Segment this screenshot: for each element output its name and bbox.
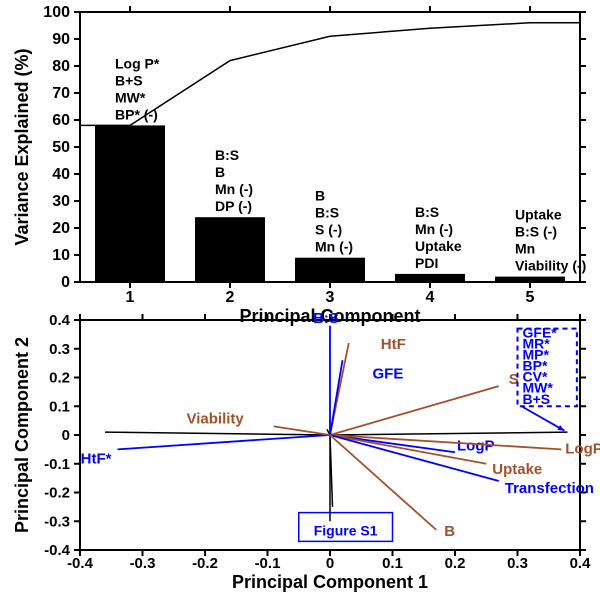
loading-label: Uptake <box>492 461 542 478</box>
figure-container: { "canvas": { "width": 600, "height": 59… <box>0 0 600 593</box>
bottom-xtick-label: -0.3 <box>130 555 156 572</box>
loading-label: LogP* <box>565 440 600 457</box>
top-ytick-label: 10 <box>52 247 70 264</box>
loading-stub <box>330 432 568 435</box>
loading-annotation: Uptake <box>515 207 562 223</box>
bottom-ytick-label: 0.2 <box>49 370 70 387</box>
top-xtick-label: 2 <box>226 289 235 306</box>
loading-annotation: DP (-) <box>215 198 252 214</box>
cluster-arrow <box>522 406 565 430</box>
loading-vector <box>118 435 331 449</box>
cluster-item: B+S <box>523 391 551 407</box>
bottom-ytick-label: 0.4 <box>49 312 71 329</box>
bottom-x-label: Principal Component 1 <box>232 572 428 592</box>
loading-label: B:S <box>313 310 339 327</box>
bottom-ytick-label: -0.3 <box>44 513 70 530</box>
top-ytick-label: 90 <box>52 31 70 48</box>
loading-annotation: Mn (-) <box>315 239 353 255</box>
top-ytick-label: 20 <box>52 220 70 237</box>
variance-bar <box>95 125 165 282</box>
top-ytick-label: 80 <box>52 58 70 75</box>
variance-bar <box>295 258 365 282</box>
loading-label: Transfection <box>505 480 594 497</box>
top-ytick-label: 60 <box>52 112 70 129</box>
bottom-xtick-label: 0.4 <box>570 555 592 572</box>
top-xtick-label: 1 <box>126 289 135 306</box>
loading-annotation: Log P* <box>115 55 160 71</box>
loading-annotation: Viability (-) <box>515 258 586 274</box>
loading-label: HtF* <box>81 450 112 467</box>
loading-annotation: B:S <box>415 204 439 220</box>
variance-bar <box>395 274 465 282</box>
bottom-ytick-label: 0 <box>62 427 70 444</box>
top-ytick-label: 30 <box>52 193 70 210</box>
loading-annotation: B <box>315 188 325 204</box>
variance-bar <box>195 217 265 282</box>
top-ytick-label: 50 <box>52 139 70 156</box>
loading-annotation: PDI <box>415 255 438 271</box>
loading-label: B <box>444 523 455 540</box>
top-xtick-label: 4 <box>426 289 435 306</box>
loading-annotation: B:S <box>315 205 339 221</box>
bottom-ytick-label: -0.1 <box>44 456 70 473</box>
loading-label: Viability <box>187 410 245 427</box>
bottom-ytick-label: 0.3 <box>49 341 70 358</box>
top-ytick-label: 0 <box>61 274 70 291</box>
loading-annotation: Mn <box>515 241 535 257</box>
bottom-xtick-label: -0.4 <box>67 555 94 572</box>
loading-annotation: Mn (-) <box>415 221 453 237</box>
bottom-ytick-label: -0.4 <box>44 542 71 559</box>
loading-annotation: MW* <box>115 89 146 105</box>
loading-annotation: Mn (-) <box>215 181 253 197</box>
loading-annotation: B:S (-) <box>515 224 557 240</box>
loading-annotation: B:S <box>215 147 239 163</box>
variance-bar <box>495 277 565 282</box>
bottom-xtick-label: 0.2 <box>445 555 466 572</box>
top-ytick-label: 70 <box>52 85 70 102</box>
top-ytick-label: 100 <box>43 4 70 21</box>
loading-label: HtF <box>381 336 406 353</box>
bottom-xtick-label: 0.1 <box>382 555 403 572</box>
loading-annotation: Uptake <box>415 238 462 254</box>
bottom-ytick-label: -0.2 <box>44 485 70 502</box>
loading-annotation: S (-) <box>315 222 342 238</box>
loading-stub <box>105 432 330 435</box>
top-xtick-label: 3 <box>326 289 335 306</box>
bottom-xtick-label: -0.2 <box>192 555 218 572</box>
loading-vector <box>330 386 499 435</box>
top-y-label: Variance Explained (%) <box>12 48 32 245</box>
bottom-xtick-label: 0.3 <box>507 555 528 572</box>
bottom-ytick-label: 0.1 <box>49 398 70 415</box>
svg-canvas: 010203040506070809010012345Log P*B+SMW*B… <box>0 0 600 593</box>
top-panel: 010203040506070809010012345Log P*B+SMW*B… <box>12 4 586 326</box>
loading-annotation: B <box>215 164 225 180</box>
bottom-xtick-label: -0.1 <box>255 555 281 572</box>
loading-label: GFE <box>373 365 404 382</box>
loading-annotation: B+S <box>115 72 143 88</box>
loading-annotation: BP* (-) <box>115 106 158 122</box>
top-ytick-label: 40 <box>52 166 70 183</box>
bottom-y-label: Principal Component 2 <box>12 337 32 533</box>
top-xtick-label: 5 <box>526 289 535 306</box>
bottom-panel: -0.4 -0.3 -0.2 -0.1 0 0.1 0.2 0.3 0.4 -0.4 -0.3 -0.… <box>12 310 600 592</box>
loading-vector <box>330 360 343 435</box>
figure-ref-label: Figure S1 <box>314 522 378 538</box>
bottom-xtick-label: 0 <box>326 555 334 572</box>
